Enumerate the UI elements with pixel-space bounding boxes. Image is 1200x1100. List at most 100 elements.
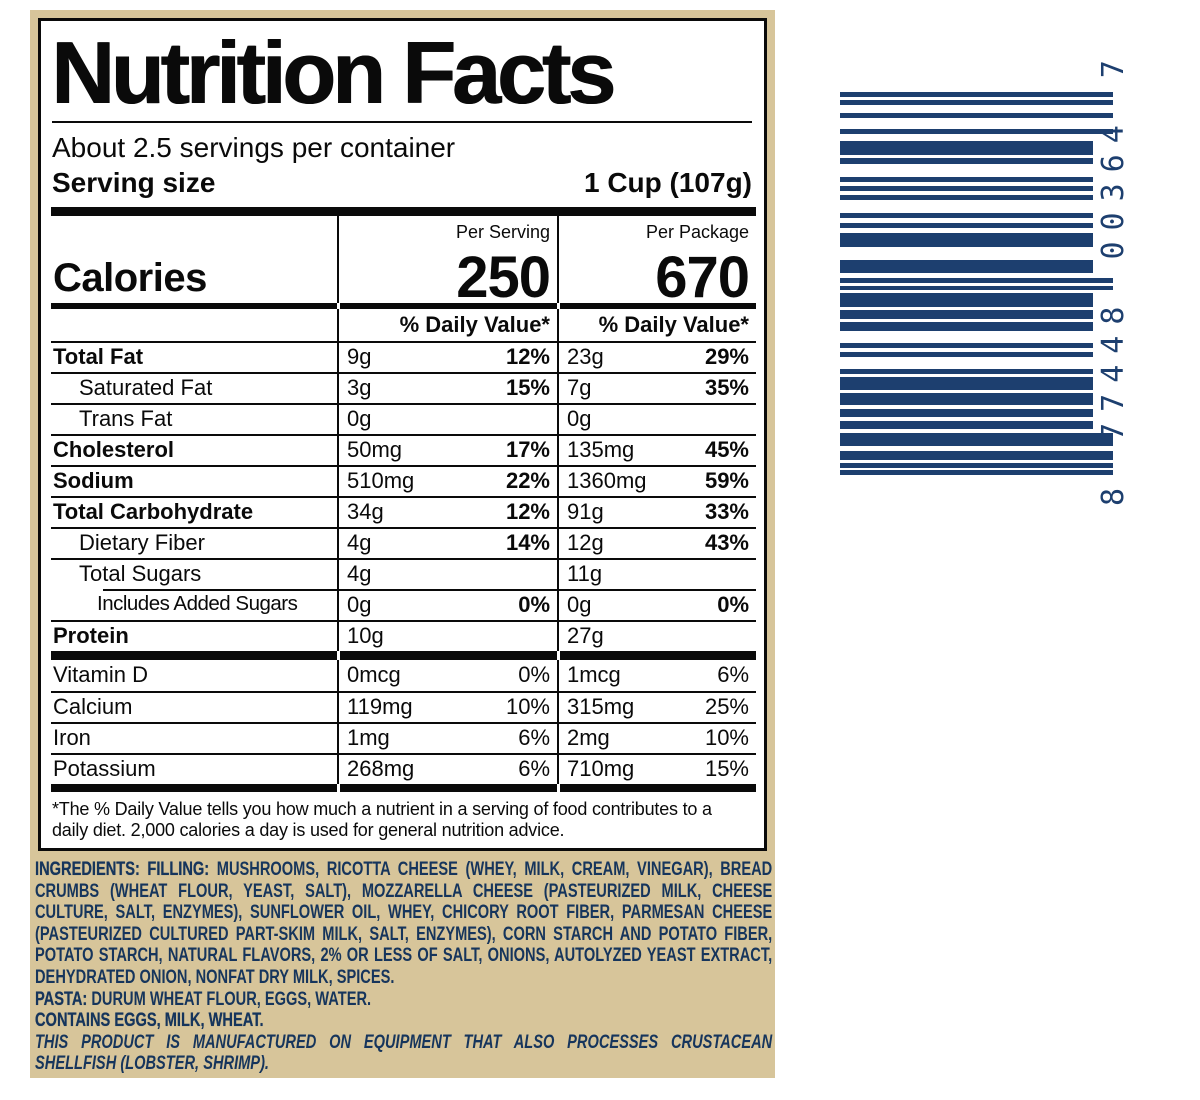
barcode-bar <box>840 141 1093 155</box>
nutrient-amount: 119mg <box>347 694 413 720</box>
barcode-bar <box>840 470 1113 475</box>
nutrient-amount: 268mg <box>347 756 415 782</box>
barcode-bar <box>840 213 1093 218</box>
upc-barcode <box>840 92 1115 475</box>
nutrient-daily-value: 0% <box>518 662 550 688</box>
label-panel: Nutrition Facts About 2.5 servings per c… <box>30 10 775 1078</box>
pasta-ingredients: DURUM WHEAT FLOUR, EGGS, WATER. <box>91 987 372 1010</box>
nutrient-name: Saturated Fat <box>79 375 213 401</box>
calories-divider-bar <box>51 302 756 309</box>
nutrient-amount: 4g <box>347 561 372 587</box>
barcode-bar <box>840 343 1093 348</box>
calories-row: Calories 250 670 <box>51 242 756 303</box>
nutrient-amount: 3g <box>347 375 372 401</box>
nutrient-amount: 510mg <box>347 468 415 494</box>
nutrient-name: Sodium <box>53 468 134 494</box>
nutrient-row: Includes Added Sugars 0g 0% 0g 0% <box>51 588 756 620</box>
nutrient-row: Total Carbohydrate 34g 12% 91g 33% <box>51 495 756 527</box>
serving-size-value: 1 Cup (107g) <box>583 166 752 198</box>
nutrient-daily-value: 6% <box>717 662 749 688</box>
barcode-bar <box>840 310 1093 319</box>
barcode-bar <box>840 186 1093 191</box>
vitamin-row: Potassium 268mg 6% 710mg 15% <box>51 752 756 784</box>
barcode-bar <box>840 92 1113 97</box>
barcode-bar <box>840 100 1113 105</box>
nutrient-name: Total Sugars <box>79 561 202 587</box>
nutrient-amount: 50mg <box>347 437 403 463</box>
nutrient-amount: 1mcg <box>567 662 621 688</box>
nutrient-daily-value: 12% <box>505 344 550 370</box>
nutrient-amount: 7g <box>567 375 592 401</box>
calories-per-serving: 250 <box>337 242 557 303</box>
per-package-header: Per Package <box>557 215 756 243</box>
nutrient-daily-value: 0% <box>717 592 749 618</box>
barcode-bar <box>840 352 1093 357</box>
barcode-bar <box>840 113 1113 118</box>
nutrient-name: Includes Added Sugars <box>97 592 298 616</box>
pasta-lead: PASTA: <box>35 987 92 1010</box>
nutrient-name: Trans Fat <box>79 406 173 432</box>
nutrient-amount: 4g <box>347 530 372 556</box>
serving-size-row: Serving size 1 Cup (107g) <box>41 164 764 207</box>
nutrient-row: Total Sugars 4g 11g <box>51 557 756 589</box>
barcode-bar <box>840 433 1113 446</box>
nutrient-row: Protein 10g 27g <box>51 619 756 651</box>
daily-value-header-serving: % Daily Value* <box>337 308 557 341</box>
barcode-bar <box>840 260 1093 273</box>
daily-value-header-row: % Daily Value* % Daily Value* <box>51 308 756 341</box>
nutrient-daily-value: 15% <box>505 375 550 401</box>
nutrient-daily-value: 0% <box>518 592 550 618</box>
nutrient-daily-value: 14% <box>505 530 550 556</box>
nutrition-facts-title: Nutrition Facts <box>51 23 616 122</box>
nutrient-amount: 12g <box>567 530 604 556</box>
barcode-bar <box>840 278 1113 283</box>
nutrient-daily-value: 29% <box>704 344 749 370</box>
barcode-bar <box>840 195 1093 200</box>
nutrient-daily-value: 59% <box>704 468 749 494</box>
barcode-bar <box>840 451 1113 460</box>
contains-statement: CONTAINS EGGS, MILK, WHEAT. <box>35 1009 264 1032</box>
ingredients-paragraph: INGREDIENTS: FILLING: MUSHROOMS, RICOTTA… <box>35 858 772 989</box>
nutrient-amount: 315mg <box>567 694 635 720</box>
nutrient-daily-value: 35% <box>704 375 749 401</box>
nutrient-amount: 1mg <box>347 725 390 751</box>
nutrient-amount: 0g <box>567 406 592 432</box>
barcode-bar <box>840 286 1113 290</box>
protein-divider-bar <box>51 650 756 660</box>
nutrient-name: Calcium <box>53 694 133 720</box>
nutrient-daily-value: 12% <box>505 499 550 525</box>
footnote-divider-bar <box>51 783 756 792</box>
nutrient-amount: 1360mg <box>567 468 647 494</box>
nutrient-daily-value: 45% <box>704 437 749 463</box>
vitamin-rows: Vitamin D 0mcg 0% 1mcg 6% Calcium 119mg 10% 315m… <box>41 659 764 784</box>
nutrient-row: Sodium 510mg 22% 1360mg 59% <box>51 464 756 496</box>
per-serving-header: Per Serving <box>337 215 557 243</box>
upc-barcode-digits: 8 77448 00364 7 <box>1096 49 1131 506</box>
thick-divider-bar <box>51 206 756 216</box>
nutrient-row: Cholesterol 50mg 17% 135mg 45% <box>51 433 756 465</box>
nutrition-facts-box: Nutrition Facts About 2.5 servings per c… <box>38 18 767 851</box>
nutrient-name: Cholesterol <box>53 437 175 463</box>
barcode-bar <box>840 233 1093 247</box>
nutrient-daily-value: 33% <box>704 499 749 525</box>
nutrient-daily-value: 6% <box>518 725 550 751</box>
nutrient-row: Total Fat 9g 12% 23g 29% <box>51 340 756 372</box>
ingredients-lead: INGREDIENTS: FILLING: <box>35 858 217 880</box>
barcode-bar <box>840 369 1093 374</box>
nutrient-daily-value: 17% <box>505 437 550 463</box>
ingredients-section: INGREDIENTS: FILLING: MUSHROOMS, RICOTTA… <box>35 858 772 1075</box>
barcode-bar <box>840 377 1093 390</box>
barcode-bar <box>840 177 1093 182</box>
calories-label: Calories <box>53 255 207 300</box>
vitamin-row: Calcium 119mg 10% 315mg 25% <box>51 690 756 722</box>
nutrient-name: Vitamin D <box>53 662 148 688</box>
nutrient-daily-value: 15% <box>704 756 749 782</box>
title-divider <box>52 120 752 123</box>
nutrient-amount: 0mcg <box>347 662 401 688</box>
nutrient-amount: 135mg <box>567 437 635 463</box>
nutrient-amount: 23g <box>567 344 604 370</box>
pasta-paragraph: PASTA: DURUM WHEAT FLOUR, EGGS, WATER. <box>35 987 772 1011</box>
daily-value-header-package: % Daily Value* <box>557 308 756 341</box>
nutrient-daily-value: 43% <box>704 530 749 556</box>
nutrient-amount: 0g <box>347 406 372 432</box>
